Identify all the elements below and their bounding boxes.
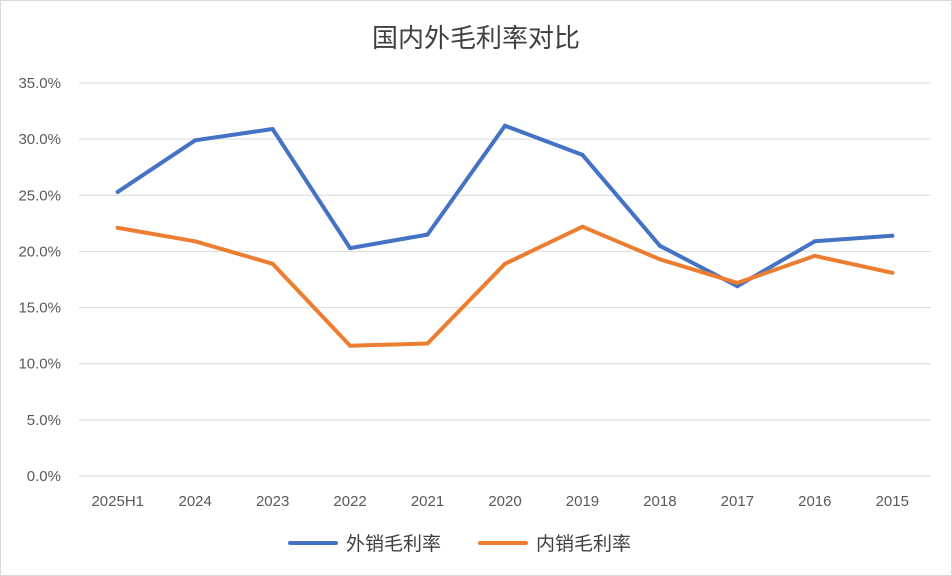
data-point [812,253,817,258]
y-tick-label: 0.0% [27,468,61,485]
data-point [270,261,275,266]
x-tick-label: 2016 [798,493,831,510]
data-point [425,232,430,237]
data-point [735,280,740,285]
data-point [580,152,585,157]
y-tick-label: 35.0% [18,75,61,92]
y-tick-label: 30.0% [18,131,61,148]
gridlines [79,82,931,477]
data-point [270,127,275,132]
x-tick-label: 2015 [876,493,909,510]
data-point [890,270,895,275]
data-point [657,243,662,248]
data-point [115,189,120,194]
data-point [735,284,740,289]
data-point [503,123,507,128]
data-point [503,261,507,266]
data-point [812,239,817,244]
data-point [115,225,120,230]
x-tick-label: 2023 [256,493,289,510]
legend: 外销毛利率 内销毛利率 [288,533,631,555]
data-point [193,138,198,143]
x-tick-label: 2017 [721,493,754,510]
y-tick-label: 15.0% [18,300,61,317]
series-lines [115,123,895,348]
chart-title: 国内外毛利率对比 [372,24,580,54]
x-tick-label: 2019 [566,493,599,510]
data-point [657,257,662,262]
data-point [348,246,353,251]
y-axis-ticks: 0.0% 5.0% 10.0% 15.0% 20.0% 25.0% 30.0% 35.0% [18,75,61,485]
data-point [425,341,430,346]
x-tick-label: 2020 [488,493,521,510]
data-point [890,233,895,238]
y-tick-label: 10.0% [18,356,61,373]
series-line-2 [115,224,895,348]
legend-label: 内销毛利率 [536,533,631,555]
x-tick-label: 2021 [411,493,444,510]
x-axis-ticks: 2025H1 2024 2023 2022 2021 2020 2019 2018 2017 20… [91,493,909,510]
x-tick-label: 2025H1 [91,493,144,510]
x-tick-label: 2018 [643,493,676,510]
data-point [348,343,353,348]
x-tick-label: 2024 [178,493,211,510]
data-point [580,224,585,229]
x-tick-label: 2022 [333,493,366,510]
y-tick-label: 20.0% [18,243,61,260]
y-tick-label: 5.0% [27,412,61,429]
legend-label: 外销毛利率 [346,533,441,555]
y-tick-label: 25.0% [18,187,61,204]
data-point [193,239,198,244]
